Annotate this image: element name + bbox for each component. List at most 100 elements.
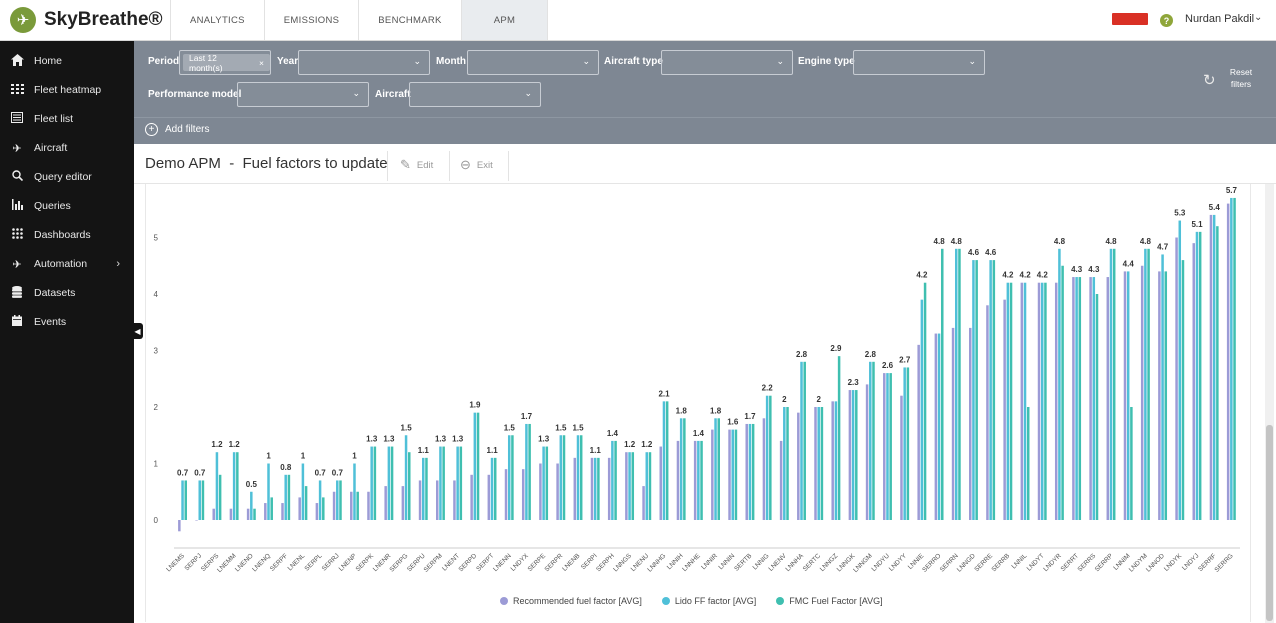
- divider: [449, 151, 450, 181]
- bar-serph-s1: [611, 440, 614, 520]
- data-label: 2: [817, 395, 822, 404]
- data-label: 4.8: [1105, 237, 1117, 246]
- legend-swatch: [776, 597, 785, 605]
- bar-lnngs-s2: [631, 452, 635, 520]
- sidebar-item-automation[interactable]: ✈ Automation ›: [0, 252, 134, 276]
- bar-serpk-s0: [367, 491, 370, 520]
- x-tick-label: SERTB: [733, 552, 753, 572]
- sidebar-item-query-editor[interactable]: Query editor: [0, 165, 134, 189]
- bar-serrs-s2: [1095, 294, 1099, 520]
- bar-serpd-s0: [470, 474, 473, 520]
- aircraft-type-select[interactable]: ⌄: [661, 50, 793, 75]
- bar-serpi-s0: [590, 457, 594, 520]
- data-label: 4.2: [1020, 271, 1032, 280]
- bar-lndym-s2: [1147, 248, 1150, 521]
- aircraft-select[interactable]: ⌄: [409, 82, 541, 107]
- bar-lnnhe-s1: [697, 440, 700, 520]
- data-label: 1.3: [435, 435, 447, 444]
- data-label: 4.4: [1123, 259, 1135, 268]
- bar-lndyx-s1: [525, 423, 528, 520]
- sidebar: Home Fleet heatmap Fleet list ✈ Aircraft…: [0, 41, 134, 623]
- bar-lnenp-s2: [356, 491, 359, 520]
- filter-panel: Period Last 12 month(s) × Year ⌄ Month ⌄…: [134, 41, 1276, 117]
- bar-lnngm-s0: [865, 384, 869, 520]
- year-label: Year: [277, 56, 299, 67]
- sidebar-item-dashboards[interactable]: Dashboards: [0, 223, 134, 247]
- exit-label: Exit: [476, 159, 493, 171]
- period-select[interactable]: Last 12 month(s) ×: [179, 50, 271, 75]
- bar-lnenl-s2: [304, 486, 308, 520]
- sidebar-item-fleet-heatmap[interactable]: Fleet heatmap: [0, 78, 134, 102]
- bar-lnnie-s1: [920, 299, 924, 520]
- dashboard-grid-icon: [0, 228, 34, 242]
- bar-lnnhg-s1: [662, 401, 666, 520]
- bar-lndyu-s1: [886, 373, 889, 520]
- bar-lnenu-s0: [642, 486, 645, 520]
- bar-lnngk-s1: [851, 390, 855, 520]
- legend-item-fmc[interactable]: FMC Fuel Factor [AVG]: [776, 596, 883, 606]
- data-label: 1.5: [572, 423, 584, 432]
- bar-serrf-s1: [1212, 214, 1216, 520]
- year-select[interactable]: ⌄: [298, 50, 430, 75]
- reset-filters-button[interactable]: Reset filters: [1223, 66, 1259, 90]
- reset-line-1: Reset: [1229, 67, 1253, 77]
- plane-icon[interactable]: ✈: [10, 7, 36, 33]
- sidebar-item-home[interactable]: Home: [0, 49, 134, 73]
- bar-sertb-s1: [748, 423, 752, 520]
- bar-serro-s0: [934, 333, 938, 520]
- refresh-icon[interactable]: ↻: [1203, 72, 1216, 89]
- tab-apm[interactable]: APM: [460, 0, 549, 40]
- bar-serrb-s1: [1006, 282, 1010, 520]
- data-label: 1.5: [401, 423, 413, 432]
- bar-serrj-s2: [339, 480, 342, 520]
- chevron-down-icon[interactable]: ⌄: [1254, 12, 1263, 23]
- data-label: 1.4: [693, 429, 705, 438]
- edit-button[interactable]: ✎ Edit: [400, 157, 433, 173]
- sidebar-item-queries[interactable]: Queries: [0, 194, 134, 218]
- bar-sertc-s2: [820, 407, 824, 520]
- tab-emissions[interactable]: EMISSIONS: [263, 0, 359, 40]
- month-select[interactable]: ⌄: [467, 50, 599, 75]
- engine-type-select[interactable]: ⌄: [853, 50, 985, 75]
- sidebar-item-fleet-list[interactable]: Fleet list: [0, 107, 134, 131]
- period-chip[interactable]: Last 12 month(s) ×: [183, 53, 270, 73]
- brand-name[interactable]: SkyBreathe®: [44, 9, 163, 30]
- bar-serpg-s0: [401, 486, 405, 520]
- legend-item-lido[interactable]: Lido FF factor [AVG]: [661, 596, 756, 606]
- bar-lnnir-s1: [714, 418, 717, 520]
- fuel-factor-chart: 0123450.7LNEMS0.7SERPJ1.2SERPS1.2LNEMM0.…: [154, 186, 1240, 574]
- bar-lnenp-s1: [353, 463, 356, 520]
- bar-lnenq-s2: [270, 497, 273, 520]
- scrollbar[interactable]: [1265, 184, 1274, 623]
- bar-lnnhg-s0: [659, 446, 663, 520]
- bar-sertc-s0: [814, 407, 817, 520]
- tab-benchmark[interactable]: BENCHMARK: [358, 0, 460, 40]
- sidebar-item-datasets[interactable]: Datasets: [0, 281, 134, 305]
- data-label: 1.3: [452, 435, 464, 444]
- legend-item-recommended[interactable]: Recommended fuel factor [AVG]: [500, 596, 642, 606]
- bar-lnnig-s0: [762, 418, 766, 520]
- sidebar-item-events[interactable]: Events: [0, 310, 134, 334]
- sidebar-item-label: Fleet heatmap: [34, 84, 102, 96]
- help-icon[interactable]: ?: [1160, 14, 1173, 27]
- bar-lnngk-s0: [848, 390, 852, 520]
- tab-analytics[interactable]: ANALYTICS: [170, 0, 264, 40]
- bar-sertb-s0: [745, 423, 748, 520]
- home-icon: [0, 53, 34, 69]
- exit-button[interactable]: ⊖ Exit: [460, 157, 493, 173]
- bar-serpj-s2: [201, 480, 205, 520]
- user-menu[interactable]: Nurdan Pakdil: [1185, 13, 1255, 25]
- divider: [508, 151, 509, 181]
- bar-lnnhe-s2: [700, 440, 703, 520]
- close-icon[interactable]: ×: [259, 57, 264, 68]
- add-filters-button[interactable]: + Add filters: [145, 123, 209, 136]
- chevron-down-icon: ⌄: [413, 56, 421, 66]
- sidebar-collapse-button[interactable]: ◀: [132, 323, 143, 339]
- bar-lnnim-s1: [1126, 271, 1130, 520]
- performance-model-select[interactable]: ⌄: [237, 82, 369, 107]
- chevron-down-icon: ⌄: [968, 56, 976, 66]
- bar-lnemm-s0: [229, 508, 233, 520]
- scrollbar-thumb[interactable]: [1266, 425, 1273, 621]
- sidebar-item-aircraft[interactable]: ✈ Aircraft: [0, 136, 134, 160]
- bar-lndyr-s2: [1061, 265, 1064, 520]
